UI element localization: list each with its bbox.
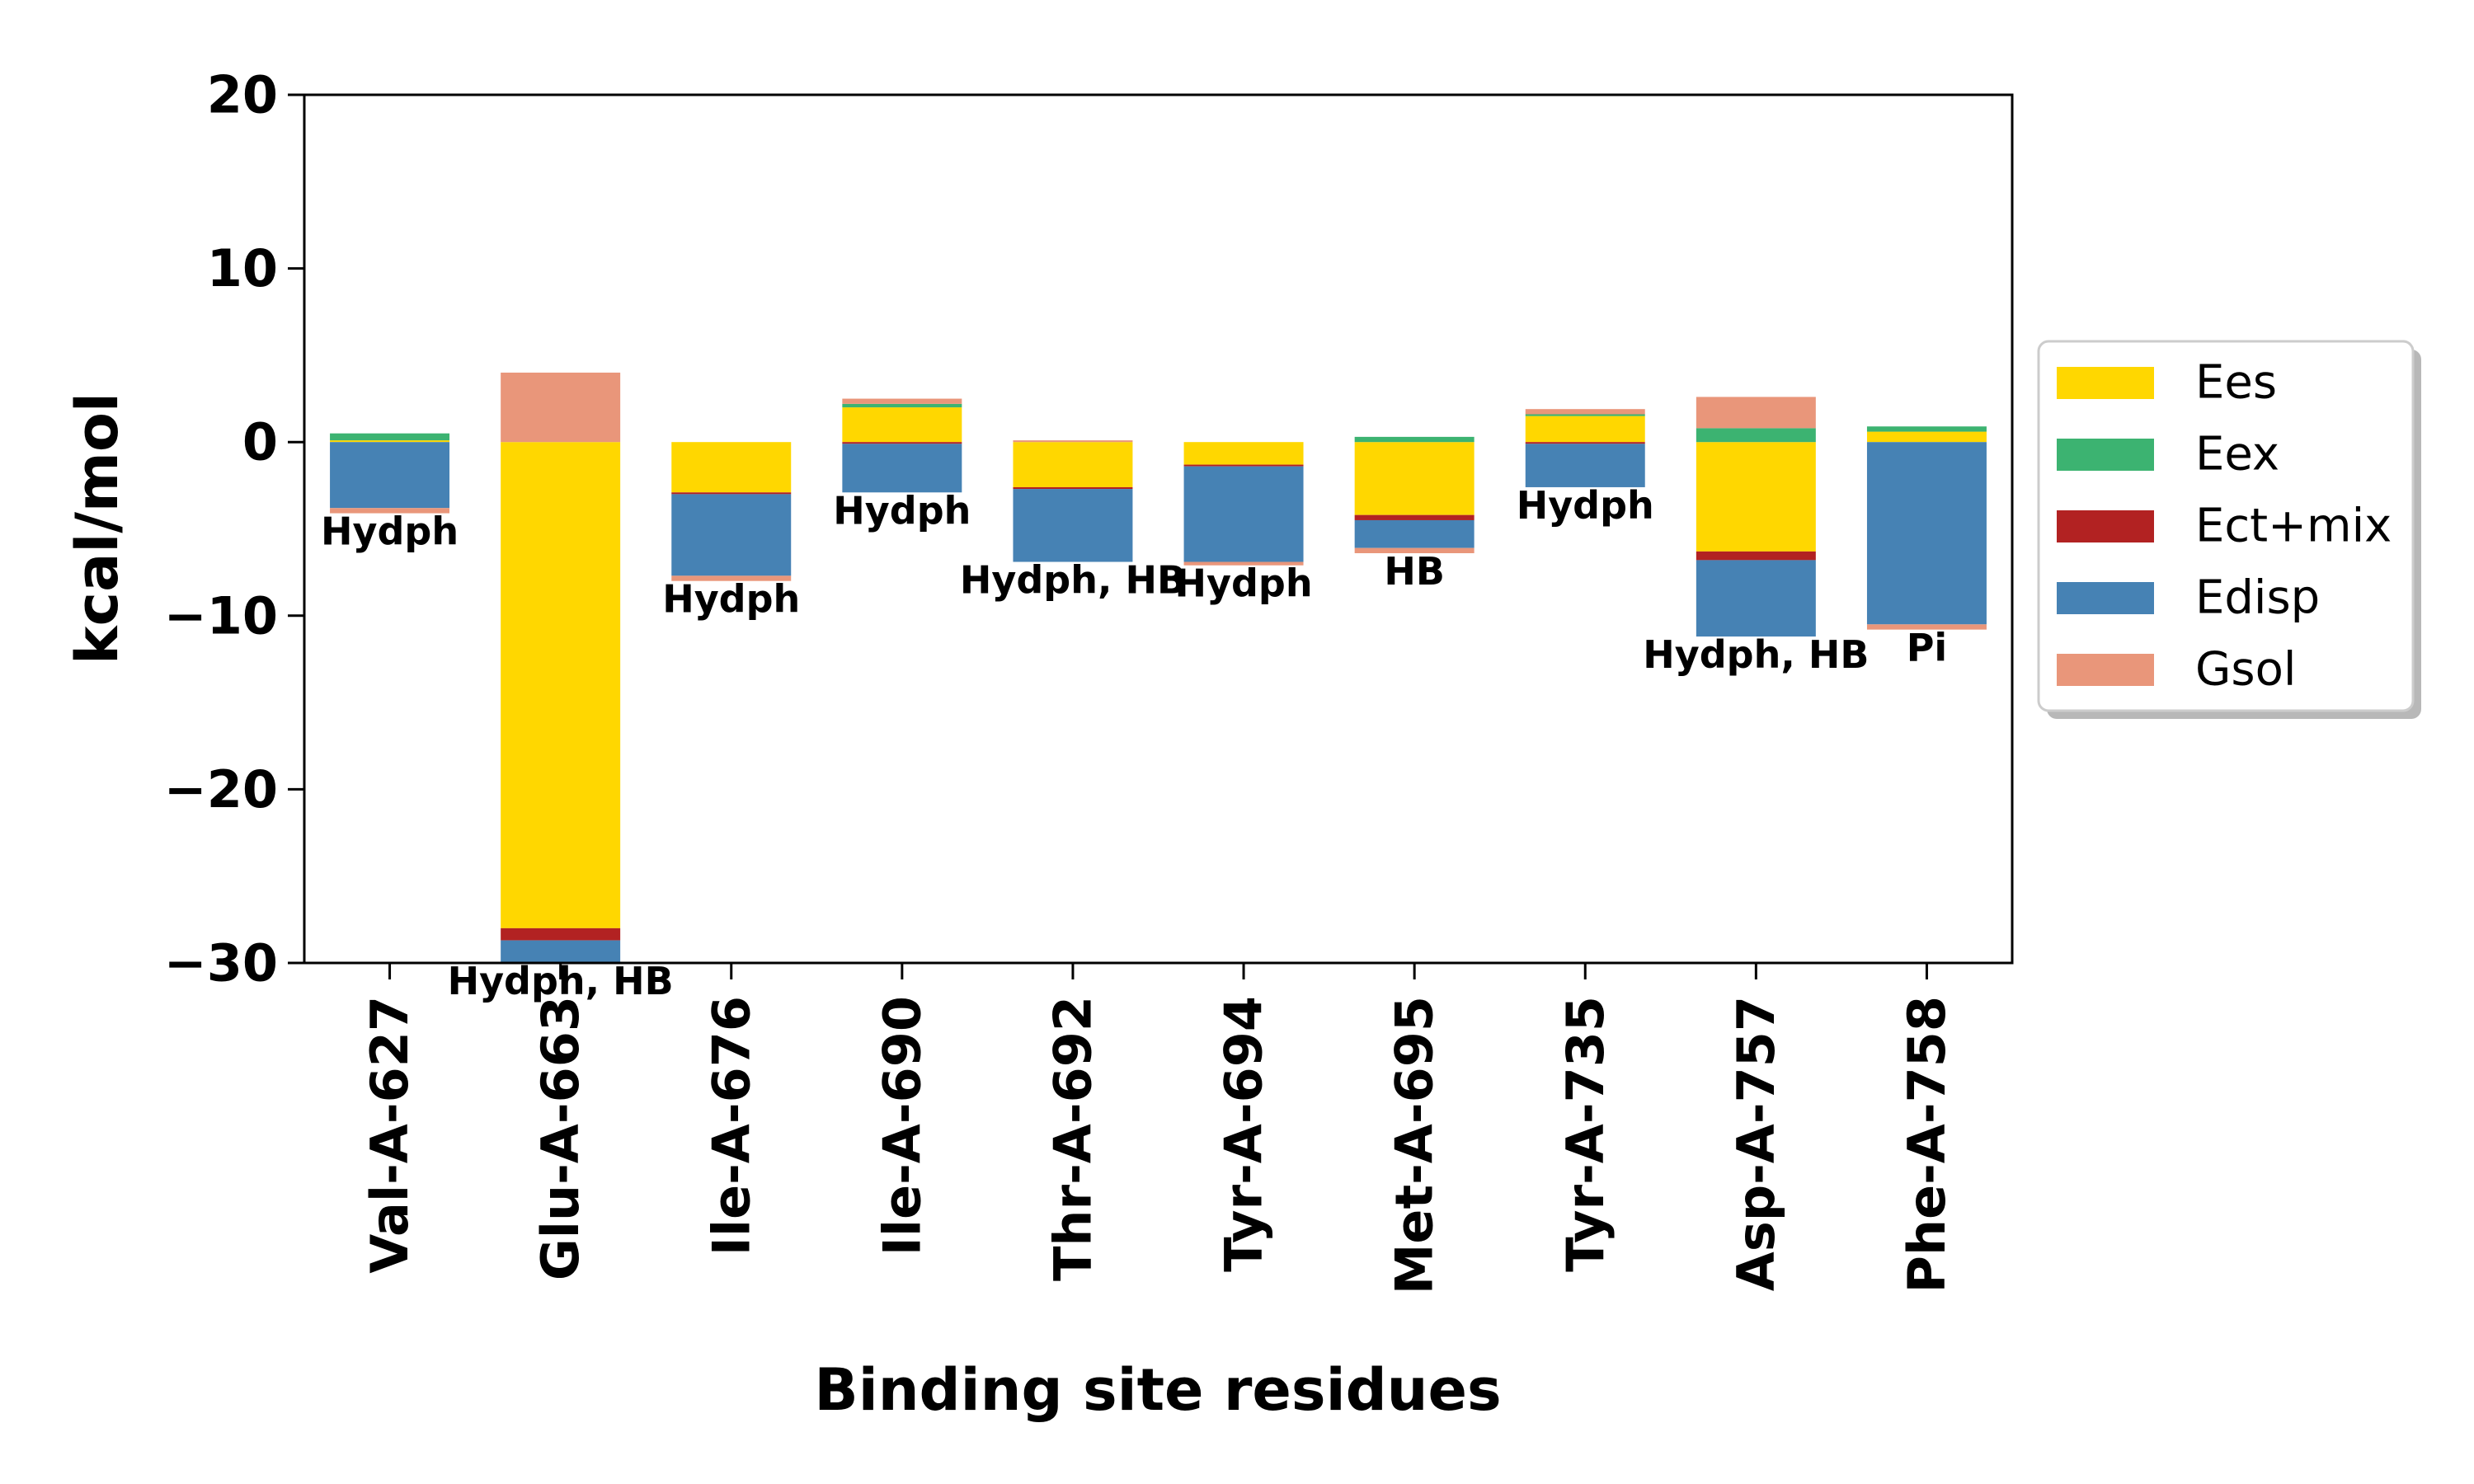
bar-segment-ees-1: [330, 440, 450, 443]
interaction-label-10: Pi: [1907, 626, 1947, 670]
legend: Ees Eex Ect+mix Edisp Gsol: [2037, 340, 2421, 719]
bar-segment-ect-mix-9: [1696, 551, 1816, 561]
bar-segment-ees-4: [842, 407, 962, 443]
y-tick-label-6: −30: [164, 933, 278, 993]
bar-segment-ees-9: [1696, 442, 1816, 552]
x-tick-label-4: Ile-A-690: [872, 996, 932, 1256]
bar-segment-gsol-6: [1183, 561, 1304, 566]
bar-segment-gsol-3: [671, 575, 792, 581]
y-tick-label-1: 20: [207, 65, 278, 125]
x-tick-label-7: Met-A-695: [1385, 996, 1445, 1294]
bar-segment-ees-6: [1183, 442, 1304, 465]
legend-swatch-5: [2057, 654, 2154, 686]
bar-segment-ect-mix-3: [671, 492, 792, 495]
bar-segment-edisp-5: [1013, 489, 1133, 562]
legend-swatch-4: [2057, 582, 2154, 614]
legend-swatch-2: [2057, 439, 2154, 471]
plot-frame: [303, 93, 2014, 965]
y-axis: 20 10 0 −10 −20 −30: [164, 65, 304, 993]
legend-box: [2037, 340, 2415, 712]
y-tick-label-4: −10: [164, 585, 278, 646]
bar-segment-ect-mix-7: [1354, 514, 1475, 520]
bar-segment-eex-8: [1525, 414, 1645, 416]
x-tick-label-6: Tyr-A-694: [1214, 996, 1274, 1272]
bar-segment-eex-9: [1696, 428, 1816, 443]
bar-segment-gsol-7: [1354, 547, 1475, 553]
bar-segment-edisp-1: [330, 442, 450, 509]
interaction-label-4: Hydph: [833, 488, 971, 533]
x-axis: Val-A-627 Glu-A-663 Ile-A-676 Ile-A-690 Thr-…: [360, 963, 1957, 1294]
bar-segment-edisp-10: [1866, 442, 1987, 625]
bar-segment-ees-7: [1354, 442, 1475, 515]
legend-label-3: Ect+mix: [2195, 500, 2392, 553]
interaction-label-6: Hydph: [1175, 561, 1313, 606]
bar-segment-gsol-5: [1013, 440, 1133, 443]
bar-segment-ees-2: [501, 442, 621, 928]
bar-segment-gsol-10: [1866, 624, 1987, 630]
legend-label-1: Ees: [2195, 356, 2277, 410]
legend-label-2: Eex: [2195, 428, 2279, 481]
legend-swatch-3: [2057, 510, 2154, 542]
bars-layer: [330, 372, 1987, 963]
y-tick-label-5: −20: [164, 759, 278, 819]
bar-segment-edisp-4: [842, 444, 962, 493]
bar-segment-edisp-3: [671, 494, 792, 576]
interaction-label-9: Hydph, HB: [1643, 632, 1869, 677]
x-tick-label-8: Tyr-A-735: [1555, 996, 1616, 1272]
bar-segment-ect-mix-8: [1525, 442, 1645, 444]
bar-segment-eex-4: [842, 403, 962, 408]
y-axis-label: kcal/mol: [63, 392, 131, 665]
bar-segment-edisp-9: [1696, 560, 1816, 637]
x-tick-label-1: Val-A-627: [360, 996, 420, 1274]
bar-segment-gsol-1: [330, 508, 450, 514]
bar-segment-ees-3: [671, 442, 792, 493]
bar-segment-edisp-2: [501, 940, 621, 963]
bar-segment-eex-1: [330, 433, 450, 441]
legend-swatch-1: [2057, 367, 2154, 399]
bar-segment-ect-mix-6: [1183, 464, 1304, 467]
bar-segment-ees-5: [1013, 442, 1133, 487]
bar-segment-ees-8: [1525, 416, 1645, 443]
bar-segment-eex-10: [1866, 426, 1987, 432]
bar-segment-ees-10: [1866, 431, 1987, 443]
bar-segment-gsol-8: [1525, 409, 1645, 415]
interaction-label-8: Hydph: [1517, 483, 1654, 528]
x-tick-label-2: Glu-A-663: [530, 996, 590, 1280]
bar-segment-gsol-2: [501, 372, 621, 443]
y-tick-label-3: 0: [242, 412, 278, 472]
bar-segment-edisp-6: [1183, 466, 1304, 562]
interaction-label-1: Hydph: [321, 510, 459, 554]
legend-label-4: Edisp: [2195, 571, 2320, 625]
bar-segment-ect-mix-4: [842, 442, 962, 444]
x-tick-label-10: Phe-A-758: [1897, 996, 1957, 1294]
bar-segment-ect-mix-2: [501, 928, 621, 941]
bar-segment-eex-7: [1354, 436, 1475, 443]
interaction-label-5: Hydph, HB: [960, 558, 1186, 603]
x-axis-label: Binding site residues: [814, 1356, 1501, 1424]
bar-segment-gsol-9: [1696, 397, 1816, 429]
legend-label-5: Gsol: [2195, 643, 2296, 697]
interaction-label-3: Hydph: [662, 577, 800, 622]
bar-segment-edisp-7: [1354, 519, 1475, 548]
interaction-label-7: HB: [1384, 549, 1445, 594]
bar-segment-edisp-8: [1525, 444, 1645, 487]
x-tick-label-5: Thr-A-692: [1042, 996, 1103, 1281]
x-tick-label-3: Ile-A-676: [701, 996, 761, 1256]
y-tick-label-2: 10: [207, 238, 278, 298]
bar-segment-ect-mix-5: [1013, 486, 1133, 490]
bar-segment-gsol-4: [842, 398, 962, 404]
x-tick-label-9: Asp-A-757: [1726, 996, 1786, 1291]
